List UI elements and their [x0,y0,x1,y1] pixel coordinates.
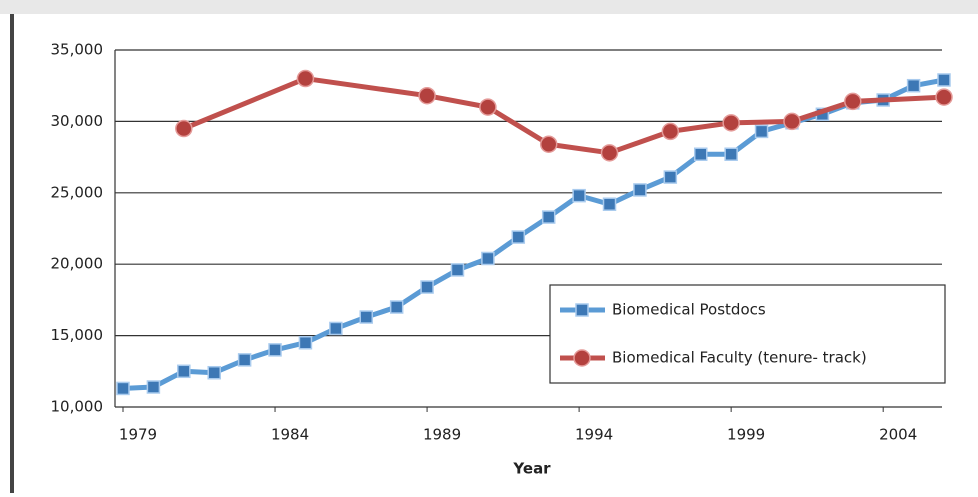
data-point [541,210,556,224]
x-tick-label: 1984 [271,426,309,444]
data-point [602,197,617,211]
x-tick-label: 1989 [423,426,461,444]
data-point [754,124,769,139]
y-tick-label: 25,000 [51,183,104,201]
data-point [937,73,951,87]
data-point [724,147,738,161]
data-point [663,170,678,184]
data-point [296,69,315,88]
data-point [906,78,921,93]
data-point [693,147,708,161]
x-tick-label: 2004 [879,426,917,444]
data-point [661,122,680,141]
data-point [116,381,130,396]
legend-label: Biomedical Postdocs [612,301,766,319]
data-point [935,88,953,106]
data-point [600,144,619,162]
data-point [175,119,193,138]
data-point [481,251,495,266]
data-point [783,112,801,131]
y-tick-label: 15,000 [51,326,104,344]
data-point [298,335,313,350]
x-tick-label: 1979 [119,426,157,444]
data-point [539,135,558,153]
data-point [479,98,497,116]
data-point [207,365,221,380]
legend-box [549,284,946,384]
y-tick-label: 20,000 [51,255,104,273]
y-tick-label: 35,000 [51,41,104,59]
top-band [0,0,978,14]
data-point [420,280,434,294]
series-line [182,76,945,156]
x-tick-label: 1994 [575,426,613,444]
data-point [329,321,343,336]
y-tick-label: 10,000 [51,398,104,416]
data-point [418,86,436,105]
left-border [10,14,14,493]
data-point [633,183,647,197]
legend-marker [573,349,591,367]
x-axis-label: Year [512,460,551,478]
data-point [177,364,191,379]
data-point [146,380,161,394]
data-point [450,263,465,277]
data-point [511,230,526,244]
legend-label: Biomedical Faculty (tenure- track) [612,349,867,367]
legend-marker [575,303,589,317]
data-point [844,92,862,111]
data-point [268,343,282,357]
data-point [237,353,252,367]
x-tick-label: 1999 [727,426,765,444]
data-point [722,114,740,132]
data-point [572,188,586,203]
data-point [359,310,374,324]
y-tick-label: 30,000 [51,112,104,130]
data-point [389,300,404,314]
